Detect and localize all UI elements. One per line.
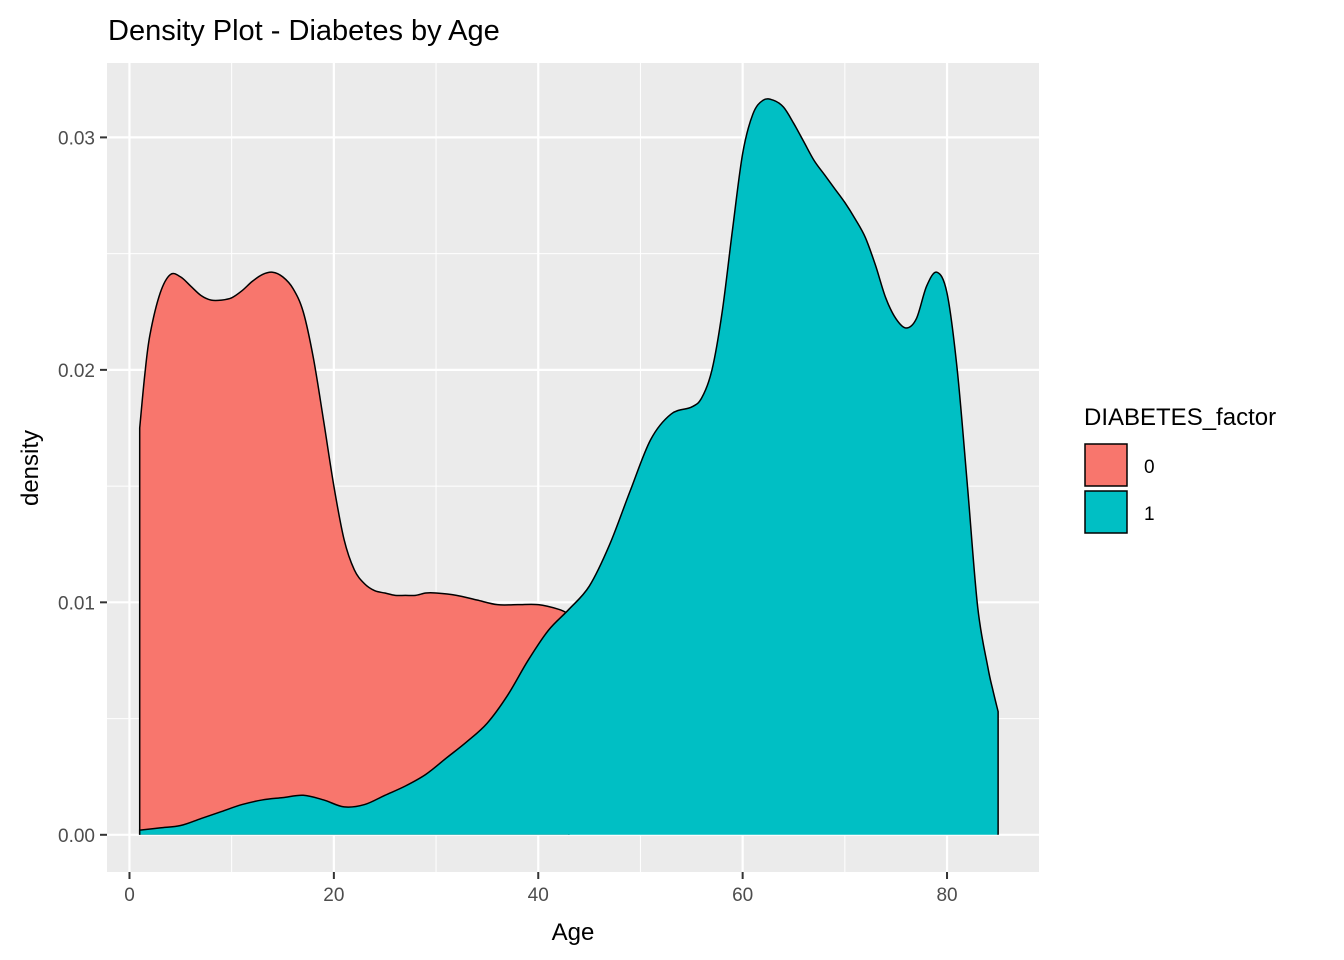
chart-title: Density Plot - Diabetes by Age bbox=[108, 15, 500, 47]
x-tick-label: 20 bbox=[323, 885, 344, 906]
y-tick-label: 0.02 bbox=[58, 361, 95, 382]
x-axis-ticks: 0 20 40 60 80 bbox=[124, 872, 958, 906]
legend-key-1 bbox=[1084, 490, 1128, 534]
legend-label-1: 1 bbox=[1144, 504, 1155, 525]
x-tick-label: 60 bbox=[732, 885, 753, 906]
y-axis-ticks: 0.00 0.01 0.02 0.03 bbox=[58, 128, 107, 847]
density-outline-0 bbox=[138, 271, 570, 835]
density-areas bbox=[138, 98, 999, 835]
x-tick-label: 0 bbox=[124, 885, 135, 906]
y-tick-label: 0.03 bbox=[58, 128, 95, 149]
density-area-1 bbox=[139, 98, 999, 835]
legend-title: DIABETES_factor bbox=[1084, 404, 1276, 431]
density-area-0 bbox=[139, 272, 569, 835]
x-axis-title: Age bbox=[552, 919, 595, 946]
density-outline-1 bbox=[138, 98, 999, 835]
legend-key-0 bbox=[1084, 443, 1128, 487]
legend-entries: 01 bbox=[1084, 443, 1155, 534]
x-tick-label: 40 bbox=[528, 885, 549, 906]
y-axis-title: density bbox=[17, 430, 44, 506]
x-tick-label: 80 bbox=[936, 885, 957, 906]
y-tick-label: 0.01 bbox=[58, 593, 95, 614]
legend: DIABETES_factor 01 bbox=[1084, 404, 1276, 534]
y-tick-label: 0.00 bbox=[58, 826, 95, 847]
legend-label-0: 0 bbox=[1144, 457, 1155, 478]
